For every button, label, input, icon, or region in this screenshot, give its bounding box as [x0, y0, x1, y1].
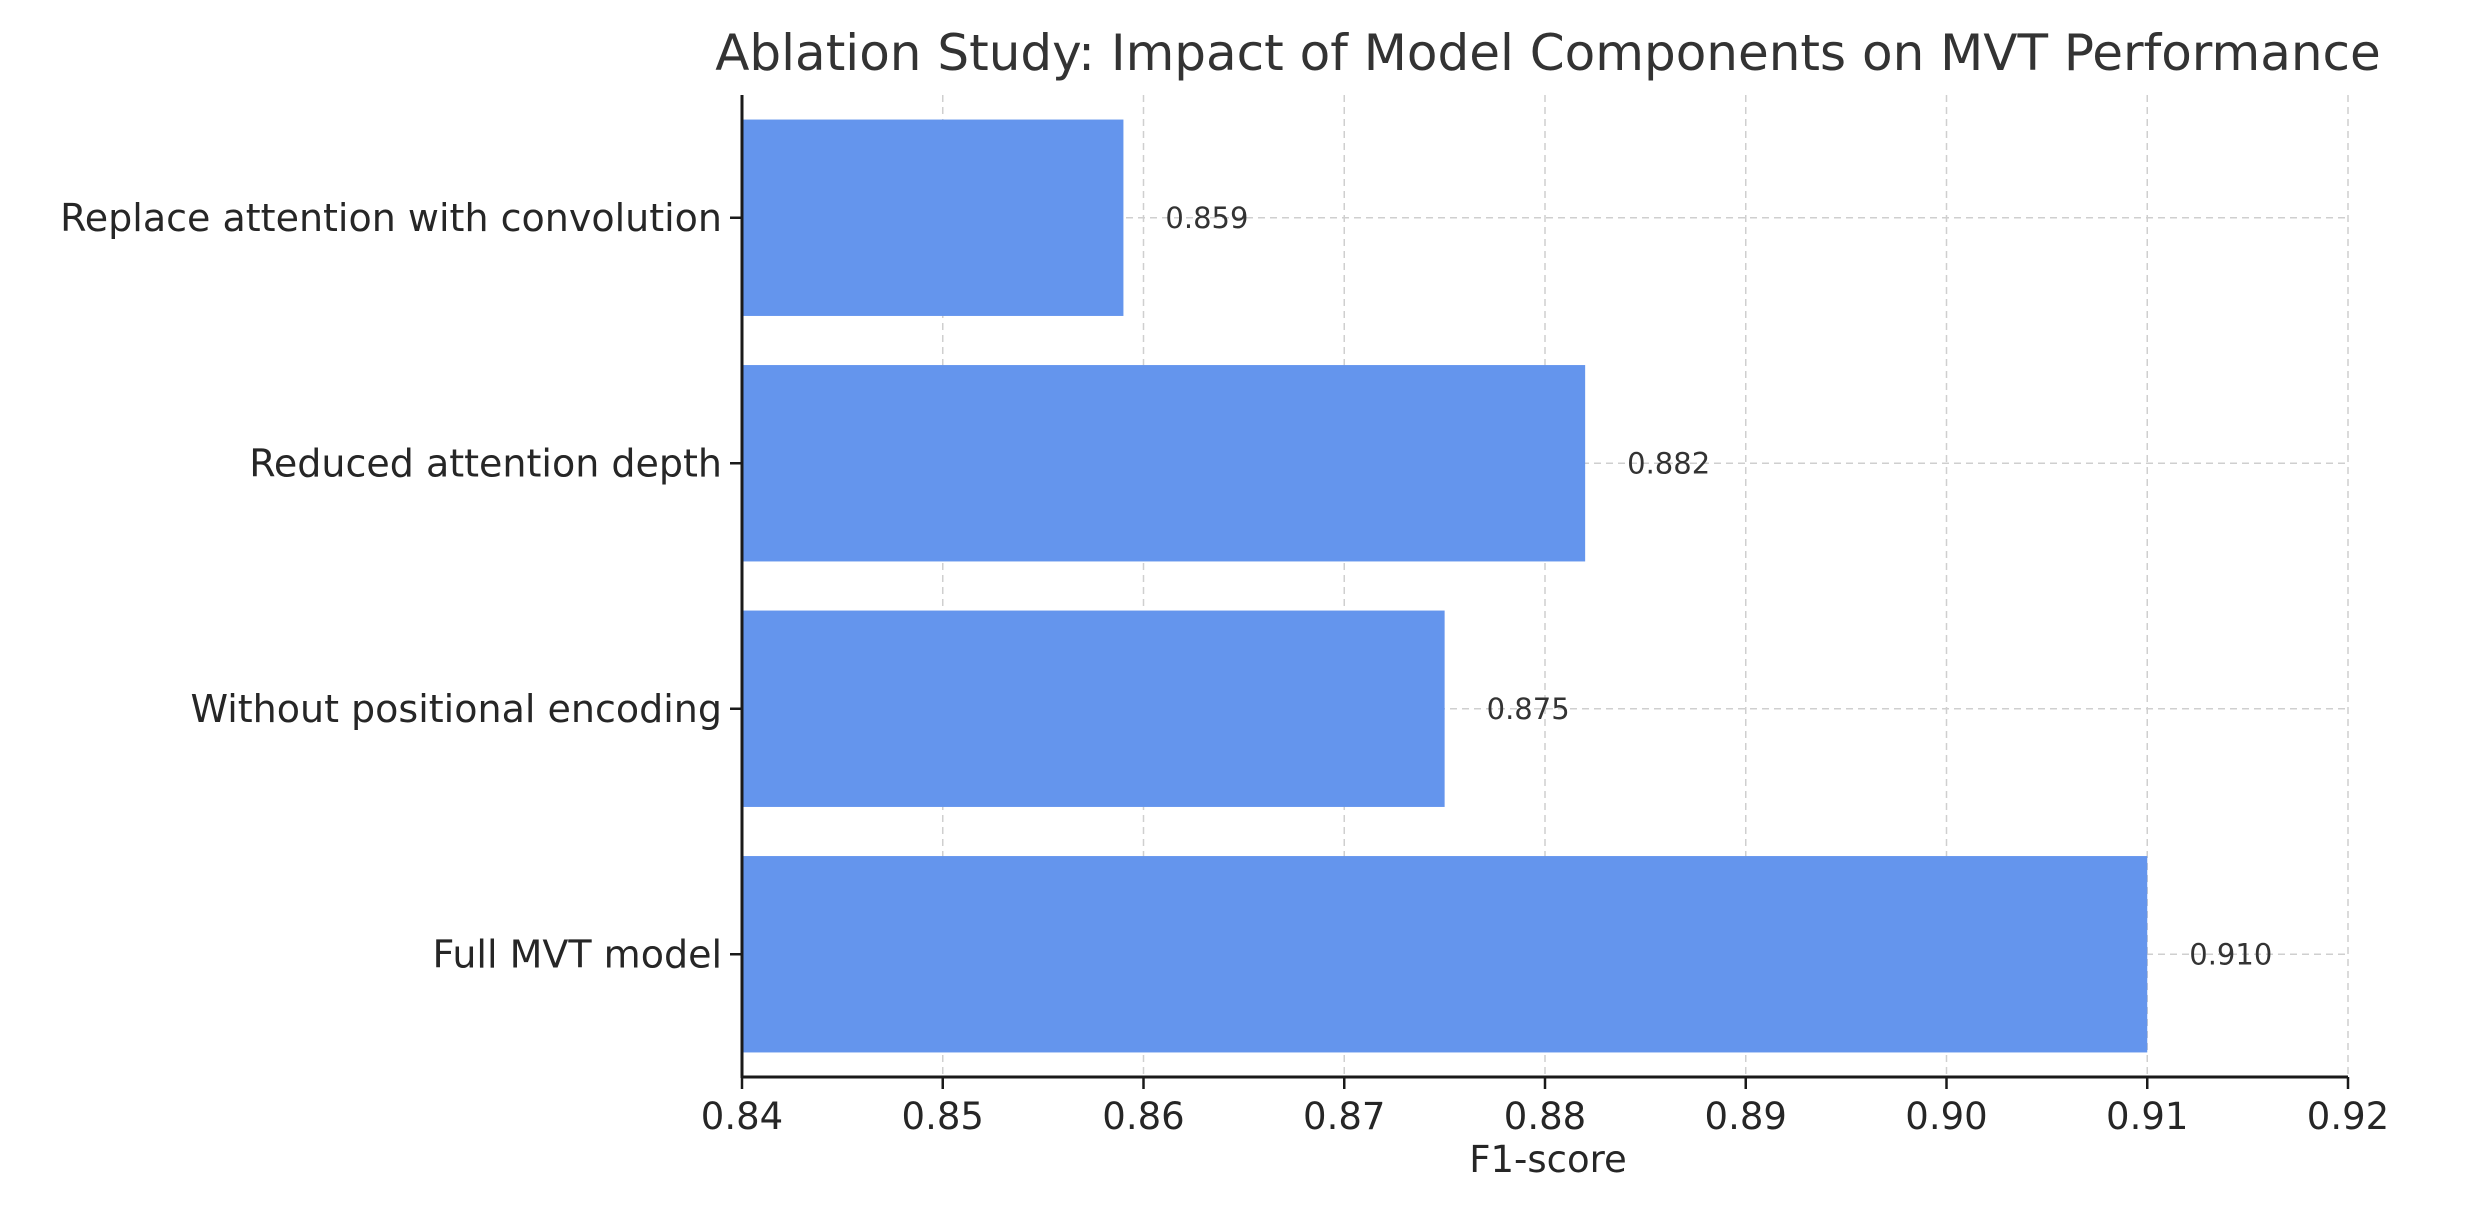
x-tick-label: 0.90 [1905, 1095, 1987, 1138]
bar-value-label: 0.910 [2189, 937, 2272, 971]
x-tick-label: 0.84 [701, 1095, 783, 1138]
x-tick-label: 0.88 [1504, 1095, 1586, 1138]
x-tick-label: 0.85 [902, 1095, 984, 1138]
bar [742, 365, 1586, 562]
bar [742, 610, 1445, 807]
x-tick-label: 0.86 [1102, 1095, 1184, 1138]
bar [742, 119, 1124, 316]
bar-value-label: 0.882 [1627, 446, 1710, 480]
label-layer: 0.910 0.875 0.882 0.859 0.84 0.85 0.86 0.87 0.88… [60, 196, 2389, 1138]
x-tick-label: 0.91 [2106, 1095, 2188, 1138]
axis-layer [730, 95, 2350, 1089]
bar [742, 856, 2148, 1053]
chart-title: Ablation Study: Impact of Model Componen… [715, 24, 2381, 82]
x-axis-label: F1-score [1469, 1138, 1627, 1181]
category-label: Replace attention with convolution [60, 196, 722, 240]
category-label: Without positional encoding [190, 687, 722, 731]
x-tick-label: 0.89 [1705, 1095, 1787, 1138]
category-label: Full MVT model [433, 932, 722, 976]
category-label: Reduced attention depth [249, 441, 722, 485]
x-tick-label: 0.87 [1303, 1095, 1385, 1138]
x-tick-label: 0.92 [2307, 1095, 2389, 1138]
bar-value-label: 0.859 [1165, 201, 1248, 235]
bar-value-label: 0.875 [1487, 692, 1570, 726]
bar-layer [742, 119, 2148, 1053]
